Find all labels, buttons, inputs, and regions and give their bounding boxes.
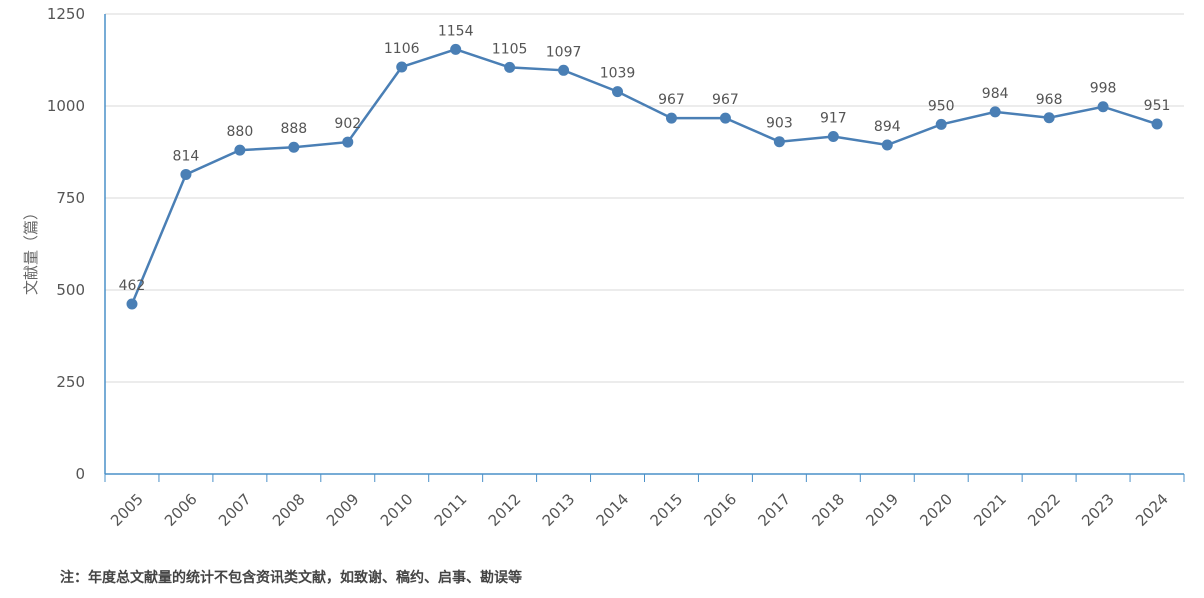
data-point[interactable] [773, 136, 785, 148]
data-point[interactable] [1151, 118, 1163, 130]
data-label: 968 [1036, 92, 1063, 108]
data-label: 888 [280, 121, 307, 137]
x-tick-label: 2008 [269, 490, 309, 530]
x-tick-label: 2018 [808, 490, 848, 530]
x-tick-label: 2014 [593, 490, 633, 530]
x-tick-label: 2006 [161, 490, 201, 530]
x-tick-label: 2007 [215, 490, 255, 530]
data-point[interactable] [1097, 101, 1109, 113]
data-label: 998 [1090, 81, 1117, 97]
x-tick-label: 2005 [107, 490, 147, 530]
data-label: 967 [712, 92, 739, 108]
x-tick-label: 2011 [431, 490, 471, 530]
data-point[interactable] [612, 86, 624, 98]
data-label: 967 [658, 92, 685, 108]
data-label: 1105 [492, 41, 528, 57]
y-axis-label: 文献量（篇） [22, 205, 40, 295]
axes: 0 250 500 750 1000 1250 2005 2006 2007 2008 2009 20… [47, 5, 1185, 530]
data-point[interactable] [234, 144, 246, 156]
data-label: 903 [766, 116, 793, 132]
data-point[interactable] [827, 131, 839, 143]
x-tick-label: 2019 [862, 490, 902, 530]
x-tick-label: 2012 [485, 490, 525, 530]
data-label: 894 [874, 119, 901, 135]
data-label: 880 [227, 124, 254, 140]
data-label: 1106 [384, 41, 420, 57]
data-point[interactable] [450, 43, 462, 55]
y-tick-label: 500 [56, 281, 85, 299]
data-point[interactable] [180, 168, 192, 180]
data-label: 1097 [546, 44, 582, 60]
data-label: 902 [334, 116, 361, 132]
data-label: 1154 [438, 23, 474, 39]
data-label: 951 [1144, 98, 1171, 114]
series-line [130, 48, 1158, 305]
x-tick-label: 2020 [916, 490, 956, 530]
x-tick-label: 2010 [377, 490, 417, 530]
x-tick-label: 2022 [1024, 490, 1064, 530]
data-point[interactable] [665, 112, 677, 124]
data-labels: 462 814 880 888 902 1106 1154 1105 1097 1039 967 96… [119, 23, 1171, 294]
grid-lines [105, 13, 1184, 383]
x-tick-label: 2024 [1132, 490, 1172, 530]
data-point[interactable] [558, 64, 570, 76]
data-point[interactable] [719, 112, 731, 124]
data-label: 950 [928, 98, 955, 114]
y-tick-label: 750 [56, 189, 85, 207]
y-tick-label: 1000 [47, 97, 85, 115]
x-tick-label: 2015 [647, 490, 687, 530]
y-tick-label: 250 [56, 373, 85, 391]
data-label: 917 [820, 111, 847, 127]
x-tick-label: 2023 [1078, 490, 1118, 530]
x-tick-label: 2021 [970, 490, 1010, 530]
y-tick-label: 1250 [47, 5, 85, 23]
series [126, 43, 1163, 310]
footnote: 注：年度总文献量的统计不包含资讯类文献，如致谢、稿约、启事、勘误等 [60, 570, 522, 586]
data-point[interactable] [989, 106, 1001, 118]
data-point[interactable] [881, 139, 893, 151]
data-point[interactable] [504, 61, 516, 73]
data-point[interactable] [288, 141, 300, 153]
x-tick-label: 2009 [323, 490, 363, 530]
data-label: 814 [173, 148, 200, 164]
x-tick-label: 2013 [539, 490, 579, 530]
data-point[interactable] [935, 118, 947, 130]
data-point[interactable] [1043, 112, 1055, 124]
data-label: 1039 [600, 66, 636, 82]
data-label: 984 [982, 86, 1009, 102]
x-tick-label: 2017 [754, 490, 794, 530]
y-tick-label: 0 [75, 465, 85, 483]
data-label: 462 [119, 278, 146, 294]
data-point[interactable] [396, 61, 408, 73]
data-point[interactable] [342, 136, 354, 148]
x-tick-label: 2016 [701, 490, 741, 530]
data-point[interactable] [126, 298, 138, 310]
